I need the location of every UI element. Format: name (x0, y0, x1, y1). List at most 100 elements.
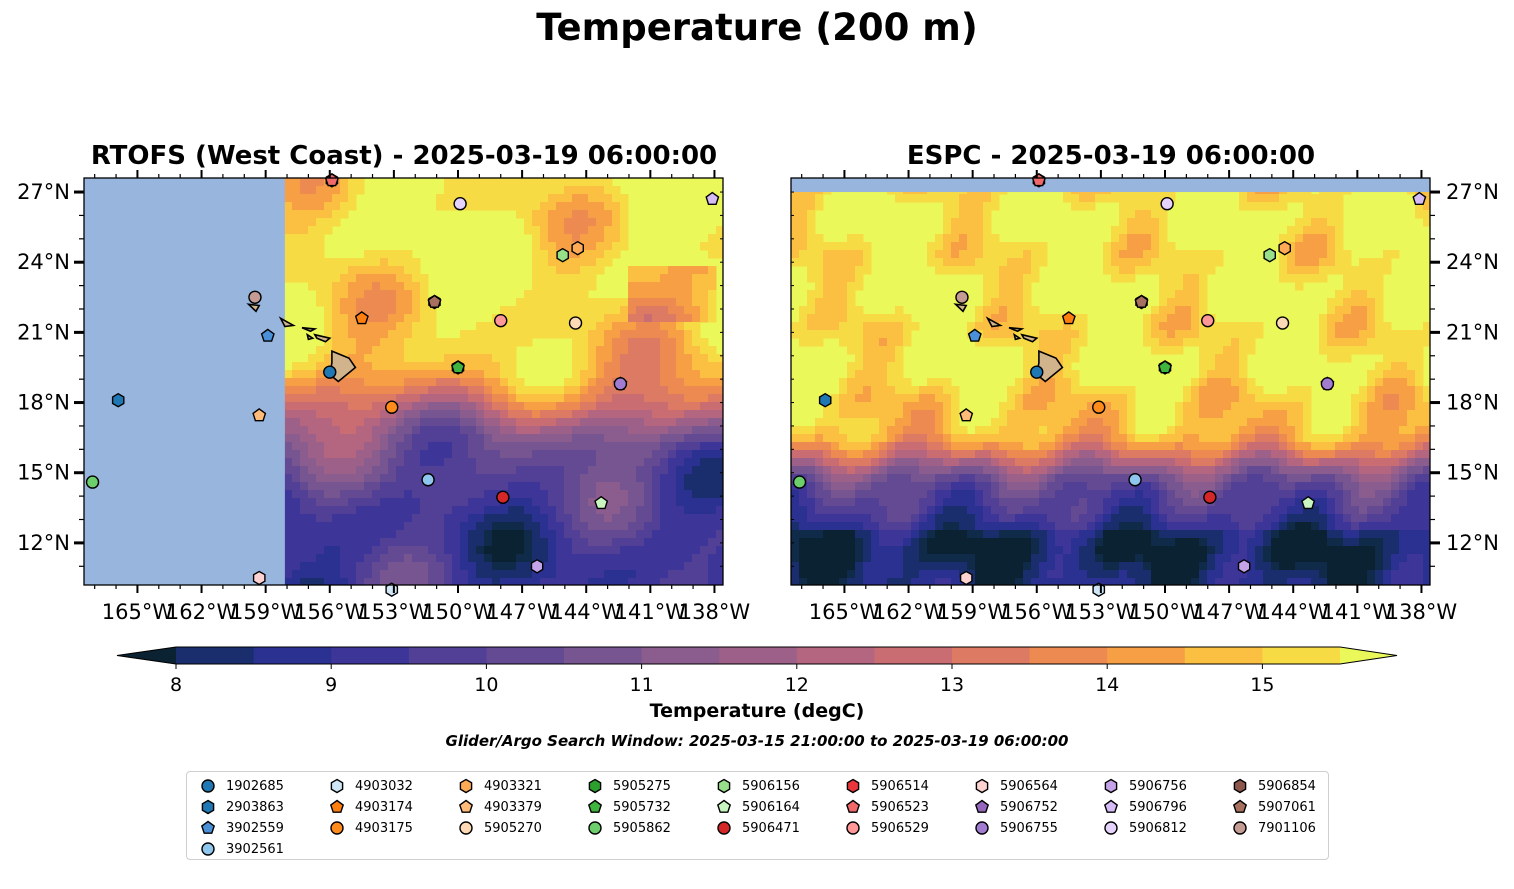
legend-label: 4903174 (355, 799, 413, 815)
legend-label: 5906564 (1000, 778, 1058, 794)
platform-marker (1160, 197, 1174, 211)
platform-marker (1030, 365, 1044, 379)
colorbar-swatch (564, 647, 643, 664)
legend-item-5906514: 5906514 (844, 777, 929, 795)
island (246, 303, 261, 313)
x-tick-label: 147°W (1193, 600, 1265, 624)
island (1013, 332, 1022, 341)
map-axes: 165°W162°W159°W156°W153°W150°W147°W144°W… (17, 170, 750, 624)
platform-marker (594, 495, 609, 510)
x-tick-label: 141°W (1322, 600, 1394, 624)
legend-marker (974, 799, 990, 813)
legend-item-5906796: 5906796 (1102, 798, 1187, 816)
colorbar-swatch (331, 647, 410, 664)
hexagon-marker-icon (1233, 778, 1247, 794)
legend-marker (459, 821, 473, 835)
colorbar-swatch (1029, 647, 1108, 664)
pentagon-marker-icon (1232, 799, 1248, 813)
island (953, 303, 968, 313)
platform-marker (1201, 313, 1215, 328)
y-tick-label: 15°N (17, 461, 70, 485)
colorbar-swatch (641, 647, 720, 664)
circle-marker-icon (975, 821, 989, 835)
circle-marker-icon (1104, 821, 1118, 835)
legend-marker (846, 821, 860, 835)
legend-item-5906564: 5906564 (973, 777, 1058, 795)
colorbar-label: Temperature (degC) (649, 700, 865, 722)
y-tick-label: 15°N (1446, 461, 1499, 485)
legend-item-3902559: 3902559 (199, 819, 284, 837)
pentagon-marker-icon (200, 820, 216, 834)
colorbar-swatch (176, 647, 255, 664)
platform-marker (1203, 490, 1217, 504)
legend-label: 5906812 (1129, 820, 1187, 836)
no-data-region (791, 178, 1430, 193)
x-tick-label: 162°W (166, 600, 238, 624)
legend-marker (975, 821, 989, 835)
legend-marker (458, 799, 474, 813)
platform-marker (705, 191, 720, 206)
x-tick-label: 153°W (1065, 600, 1137, 624)
circle-marker-icon (201, 779, 215, 793)
colorbar-tick-label: 12 (785, 674, 809, 696)
x-tick-label: 159°W (937, 600, 1009, 624)
legend-marker (1233, 821, 1247, 835)
legend-marker (1103, 799, 1119, 813)
x-tick-label: 162°W (873, 600, 945, 624)
colorbar-tick-label: 15 (1250, 674, 1274, 696)
legend-label: 5906164 (742, 799, 800, 815)
colorbar-swatch (486, 647, 565, 664)
x-tick-label: 153°W (358, 600, 430, 624)
platform-marker (354, 311, 369, 325)
x-tick-label: 165°W (102, 600, 174, 624)
legend-label: 3902561 (226, 841, 284, 857)
platform-marker (111, 392, 125, 408)
hexagon-marker-icon (975, 778, 989, 794)
legend-label: 5905862 (613, 820, 671, 836)
colorbar-swatch (408, 647, 487, 664)
map-axes: 165°W162°W159°W156°W153°W150°W147°W144°W… (791, 170, 1499, 624)
legend-item-5906471: 5906471 (715, 819, 800, 837)
legend-marker (588, 778, 602, 794)
circle-marker-icon (846, 821, 860, 835)
island (306, 332, 315, 341)
legend-label: 4903175 (355, 820, 413, 836)
x-tick-label: 144°W (1258, 600, 1330, 624)
legend-marker (200, 820, 216, 834)
island (1020, 333, 1039, 343)
x-tick-label: 138°W (679, 600, 751, 624)
platform-marker (450, 360, 466, 374)
legend-label: 5906756 (1129, 778, 1187, 794)
legend-label: 5906156 (742, 778, 800, 794)
platform-marker (421, 473, 435, 487)
hexagon-marker-icon (1104, 778, 1118, 794)
legend-marker (975, 778, 989, 794)
x-tick-label: 150°W (422, 600, 494, 624)
platform-marker (1263, 247, 1277, 263)
legend-item-1902685: 1902685 (199, 777, 284, 795)
legend-label: 5907061 (1258, 799, 1316, 815)
colorbar-extend-min (117, 647, 176, 664)
platform-marker (427, 294, 442, 308)
colorbar-swatch (1262, 647, 1341, 664)
circle-marker-icon (1233, 821, 1247, 835)
platform-marker (959, 408, 974, 422)
hexagon-marker-icon (330, 778, 344, 794)
y-tick-label: 12°N (1446, 531, 1499, 555)
platform-marker (1320, 377, 1335, 391)
colorbar-tick-label: 10 (474, 674, 498, 696)
legend-item-4903032: 4903032 (328, 777, 413, 795)
legend-marker (201, 799, 215, 815)
circle-marker-icon (459, 821, 473, 835)
map-frame (83, 177, 724, 586)
y-tick-label: 24°N (1446, 250, 1499, 274)
platform-marker (453, 197, 467, 211)
circle-marker-icon (201, 842, 215, 856)
colorbar-swatch (719, 647, 798, 664)
legend-label: 5906752 (1000, 799, 1058, 815)
platform-marker (1128, 473, 1142, 487)
legend-item-5906529: 5906529 (844, 819, 929, 837)
legend-item-5906756: 5906756 (1102, 777, 1187, 795)
platform-marker (1301, 495, 1316, 510)
map-frame (790, 177, 1431, 586)
